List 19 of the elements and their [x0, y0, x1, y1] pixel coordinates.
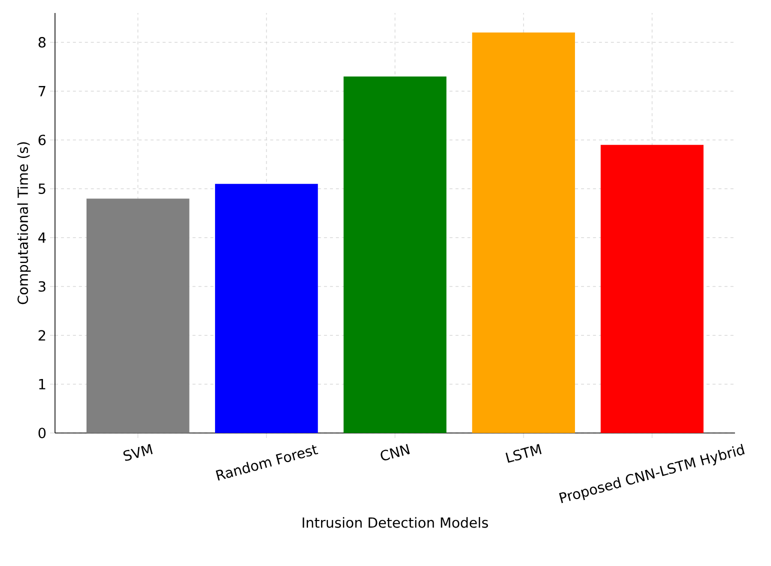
y-tick-label: 4 — [38, 232, 46, 243]
y-tick-label: 2 — [38, 330, 46, 340]
x-axis-title: Intrusion Detection Models — [302, 517, 488, 528]
y-tick-label: 6 — [38, 134, 46, 146]
x-tick-label: CNN — [380, 444, 410, 460]
bar — [600, 144, 704, 433]
y-tick-label: 8 — [38, 37, 46, 48]
y-axis-title: Computational Time (s) — [17, 142, 31, 304]
y-tick-label: 5 — [38, 184, 46, 194]
bar — [215, 184, 318, 433]
bar — [344, 76, 446, 433]
x-tick-label: SVM — [123, 444, 153, 461]
bar — [472, 32, 575, 433]
y-tick-label: 0 — [38, 428, 46, 438]
x-tick-label: LSTM — [506, 444, 542, 463]
y-tick-label: 1 — [39, 379, 46, 390]
x-tick-label: Random Forest — [216, 445, 318, 481]
y-tick-label: 7 — [38, 86, 46, 96]
y-tick-label: 3 — [38, 281, 46, 292]
